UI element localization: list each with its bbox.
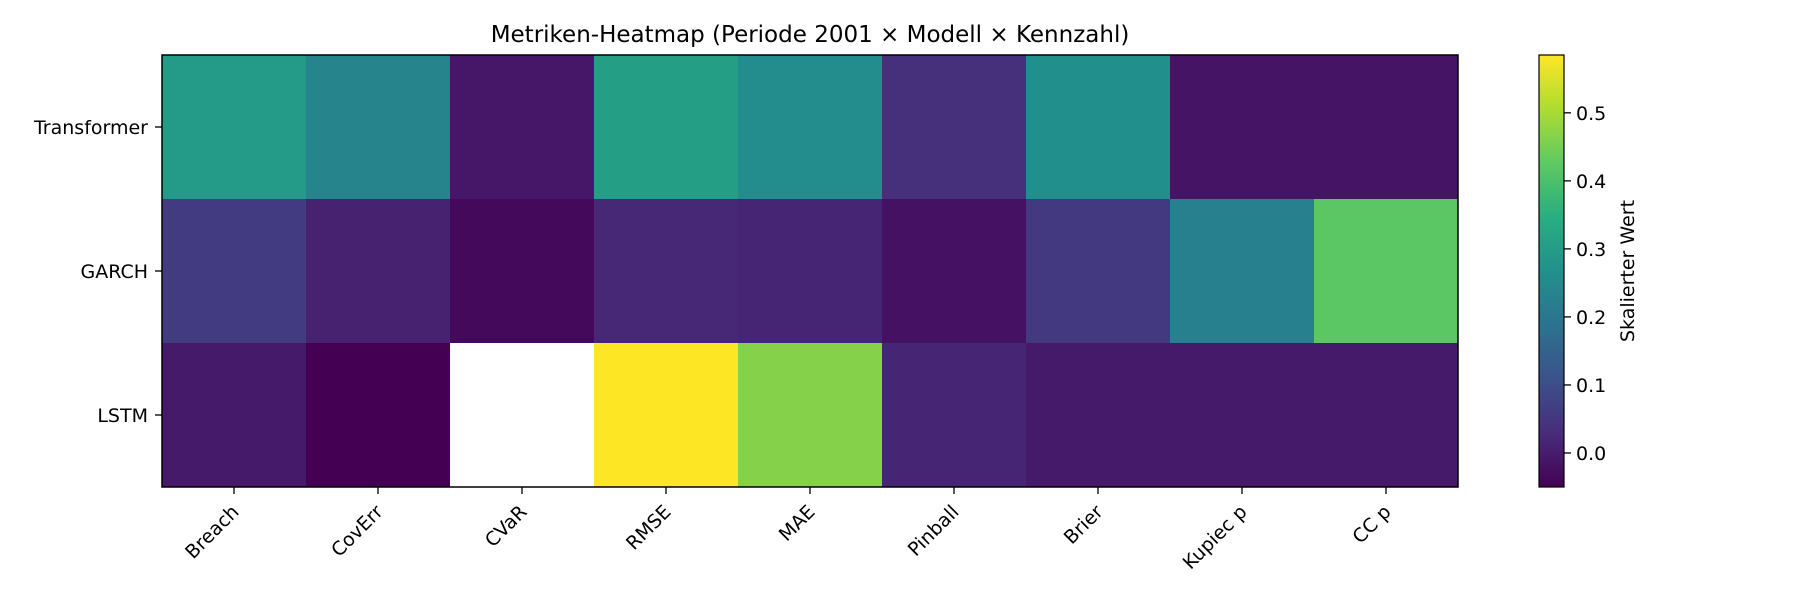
- colorbar-tick-label: 0.4: [1576, 171, 1606, 193]
- y-tick-label: GARCH: [80, 261, 148, 283]
- colorbar-tick-label: 0.0: [1576, 443, 1606, 465]
- x-tick-label: CovErr: [327, 501, 388, 562]
- colorbar-label: Skalierter Wert: [1617, 200, 1639, 342]
- heatmap-cell: [882, 55, 1027, 200]
- heatmap-cell: [450, 55, 595, 200]
- x-tick-label: Kupiec p: [1179, 501, 1252, 574]
- heatmap-cells: [162, 55, 1459, 488]
- heatmap-cell: [882, 199, 1027, 344]
- x-tick-label: RMSE: [622, 501, 676, 555]
- heatmap-cell: [450, 343, 595, 488]
- heatmap-cell: [162, 199, 307, 344]
- colorbar-tick-label: 0.5: [1576, 103, 1606, 125]
- x-tick-label: Brier: [1060, 501, 1108, 549]
- x-tick-label: CC p: [1348, 501, 1395, 548]
- heatmap-cell: [1314, 343, 1459, 488]
- heatmap-cell: [1026, 55, 1171, 200]
- heatmap-cell: [1170, 343, 1315, 488]
- heatmap-cell: [306, 199, 451, 344]
- x-tick-label: CVaR: [481, 501, 532, 552]
- chart-title: Metriken-Heatmap (Periode 2001 × Modell …: [491, 22, 1130, 48]
- heatmap-cell: [594, 55, 739, 200]
- heatmap-cell: [306, 55, 451, 200]
- heatmap-cell: [1314, 199, 1459, 344]
- colorbar-tick-label: 0.1: [1576, 375, 1606, 397]
- heatmap-cell: [594, 343, 739, 488]
- x-axis-ticks: Breach CovErr CVaR RMSE MAE Pinball Brier Kupie…: [181, 487, 1396, 574]
- x-tick-label: Breach: [181, 501, 243, 563]
- heatmap-cell: [738, 343, 883, 488]
- heatmap-cell: [738, 199, 883, 344]
- y-tick-label: Transformer: [33, 117, 148, 139]
- colorbar-tick-label: 0.3: [1576, 239, 1606, 261]
- heatmap-cell: [306, 343, 451, 488]
- heatmap-cell: [1170, 199, 1315, 344]
- heatmap-cell: [1026, 343, 1171, 488]
- heatmap-cell: [1170, 55, 1315, 200]
- x-tick-label: MAE: [775, 501, 820, 546]
- heatmap-cell: [738, 55, 883, 200]
- heatmap-cell: [1026, 199, 1171, 344]
- heatmap-cell: [594, 199, 739, 344]
- colorbar-ticks: 0.0 0.1 0.2 0.3 0.4 0.5: [1564, 103, 1606, 465]
- heatmap-cell: [1314, 55, 1459, 200]
- y-axis-ticks: Transformer GARCH LSTM: [33, 117, 162, 427]
- colorbar-tick-label: 0.2: [1576, 307, 1606, 329]
- heatmap-cell: [162, 55, 307, 200]
- heatmap-cell: [450, 199, 595, 344]
- heatmap-cell: [882, 343, 1027, 488]
- colorbar: [1538, 54, 1565, 488]
- heatmap-cell: [162, 343, 307, 488]
- x-tick-label: Pinball: [904, 501, 964, 561]
- y-tick-label: LSTM: [97, 405, 148, 427]
